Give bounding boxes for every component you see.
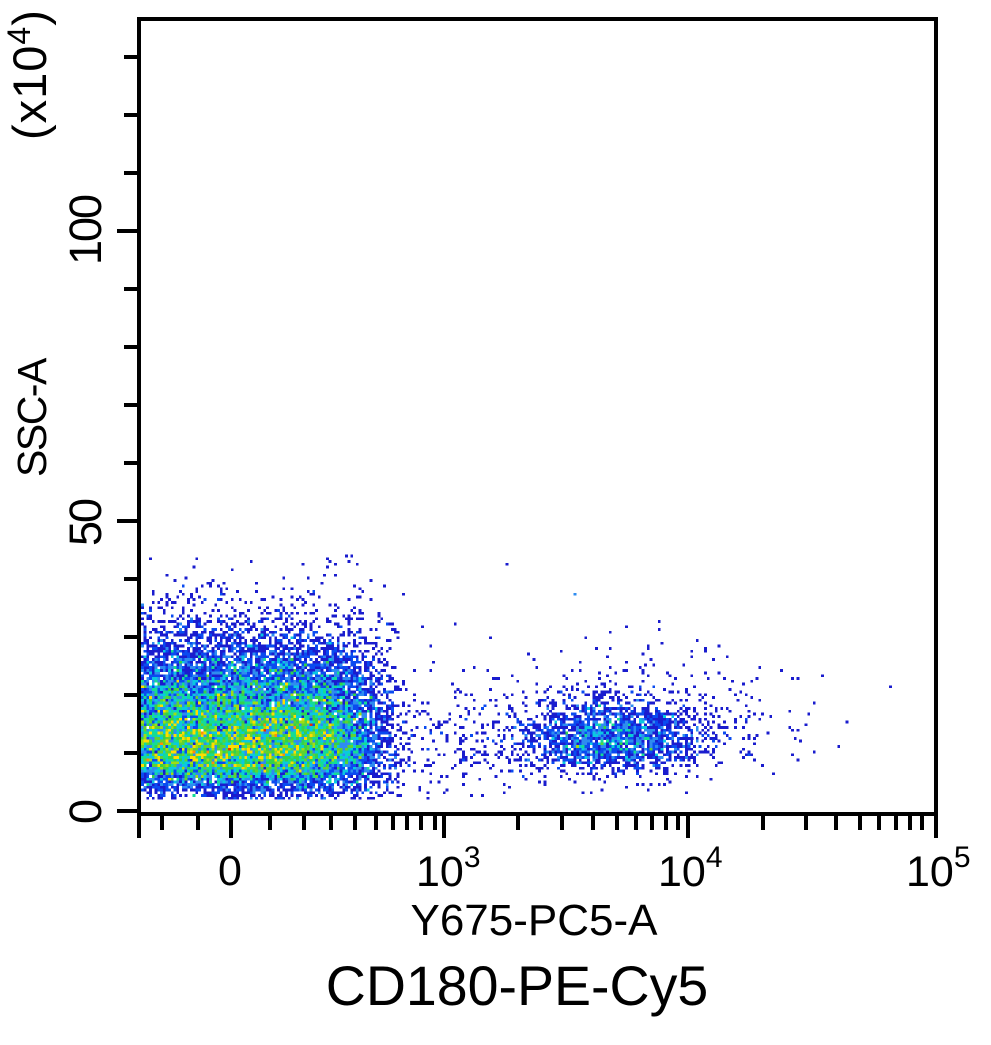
svg-text:0: 0 xyxy=(60,799,111,824)
svg-text:105: 105 xyxy=(906,841,971,896)
svg-text:50: 50 xyxy=(60,499,111,546)
svg-text:Y675-PC5-A: Y675-PC5-A xyxy=(410,896,658,945)
svg-text:0: 0 xyxy=(218,847,242,895)
svg-text:CD180-PE-Cy5: CD180-PE-Cy5 xyxy=(326,955,708,1017)
svg-text:100: 100 xyxy=(60,195,111,265)
svg-text:SSC-A: SSC-A xyxy=(9,357,55,477)
